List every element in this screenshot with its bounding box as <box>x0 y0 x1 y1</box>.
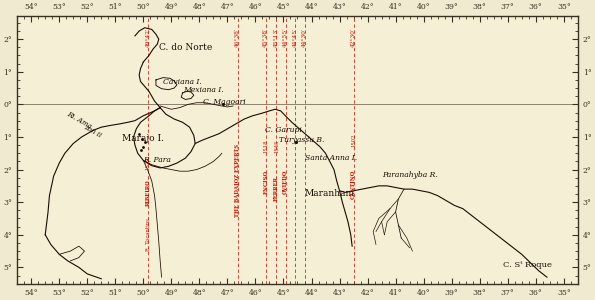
Text: Turyassu B.: Turyassu B. <box>279 136 324 144</box>
Text: Santa Anna I.: Santa Anna I. <box>305 154 357 162</box>
Text: ENCISO: ENCISO <box>264 169 268 194</box>
Text: RIBEIRO: RIBEIRO <box>146 179 151 206</box>
Text: 1545: 1545 <box>274 140 279 153</box>
Text: Caviana I.: Caviana I. <box>163 78 202 86</box>
Text: R. Para: R. Para <box>143 156 171 164</box>
Text: 1518: 1518 <box>264 140 268 153</box>
Text: FERRER: FERRER <box>274 176 279 201</box>
Text: C. Magoari: C. Magoari <box>203 98 246 106</box>
Text: Mexiana I.: Mexiana I. <box>183 86 224 94</box>
Text: C. Sᵗ Roque: C. Sᵗ Roque <box>503 261 552 269</box>
Text: C. do Norte: C. do Norte <box>159 43 212 52</box>
Text: 49°42′: 49°42′ <box>146 28 151 47</box>
Text: zon ii: zon ii <box>83 123 103 140</box>
Text: 45°13′: 45°13′ <box>274 28 279 47</box>
Text: 1529: 1529 <box>146 156 151 169</box>
Text: 45°38′: 45°38′ <box>264 28 268 47</box>
Text: OVIEDO: OVIEDO <box>283 169 288 194</box>
Text: Maranham: Maranham <box>305 188 355 197</box>
Text: 44°45′: 44°45′ <box>293 28 298 47</box>
Text: Marajo I.: Marajo I. <box>123 134 164 143</box>
Text: 44°55′: 44°55′ <box>283 28 288 47</box>
Text: Ri. Ama: Ri. Ama <box>65 110 93 131</box>
Text: 46°38′: 46°38′ <box>235 28 240 47</box>
Text: 1502: 1502 <box>351 133 356 147</box>
Text: 42°30′: 42°30′ <box>351 28 356 47</box>
Text: 44°30′: 44°30′ <box>302 28 307 47</box>
Text: R. Tocantins: R. Tocantins <box>146 218 151 251</box>
Text: CANTINO: CANTINO <box>351 169 356 199</box>
Text: THE BADAJOZ EXPERTS: THE BADAJOZ EXPERTS <box>235 143 240 217</box>
Text: Paranahyba R.: Paranahyba R. <box>382 171 437 179</box>
Text: C. Garupi: C. Garupi <box>265 126 302 134</box>
